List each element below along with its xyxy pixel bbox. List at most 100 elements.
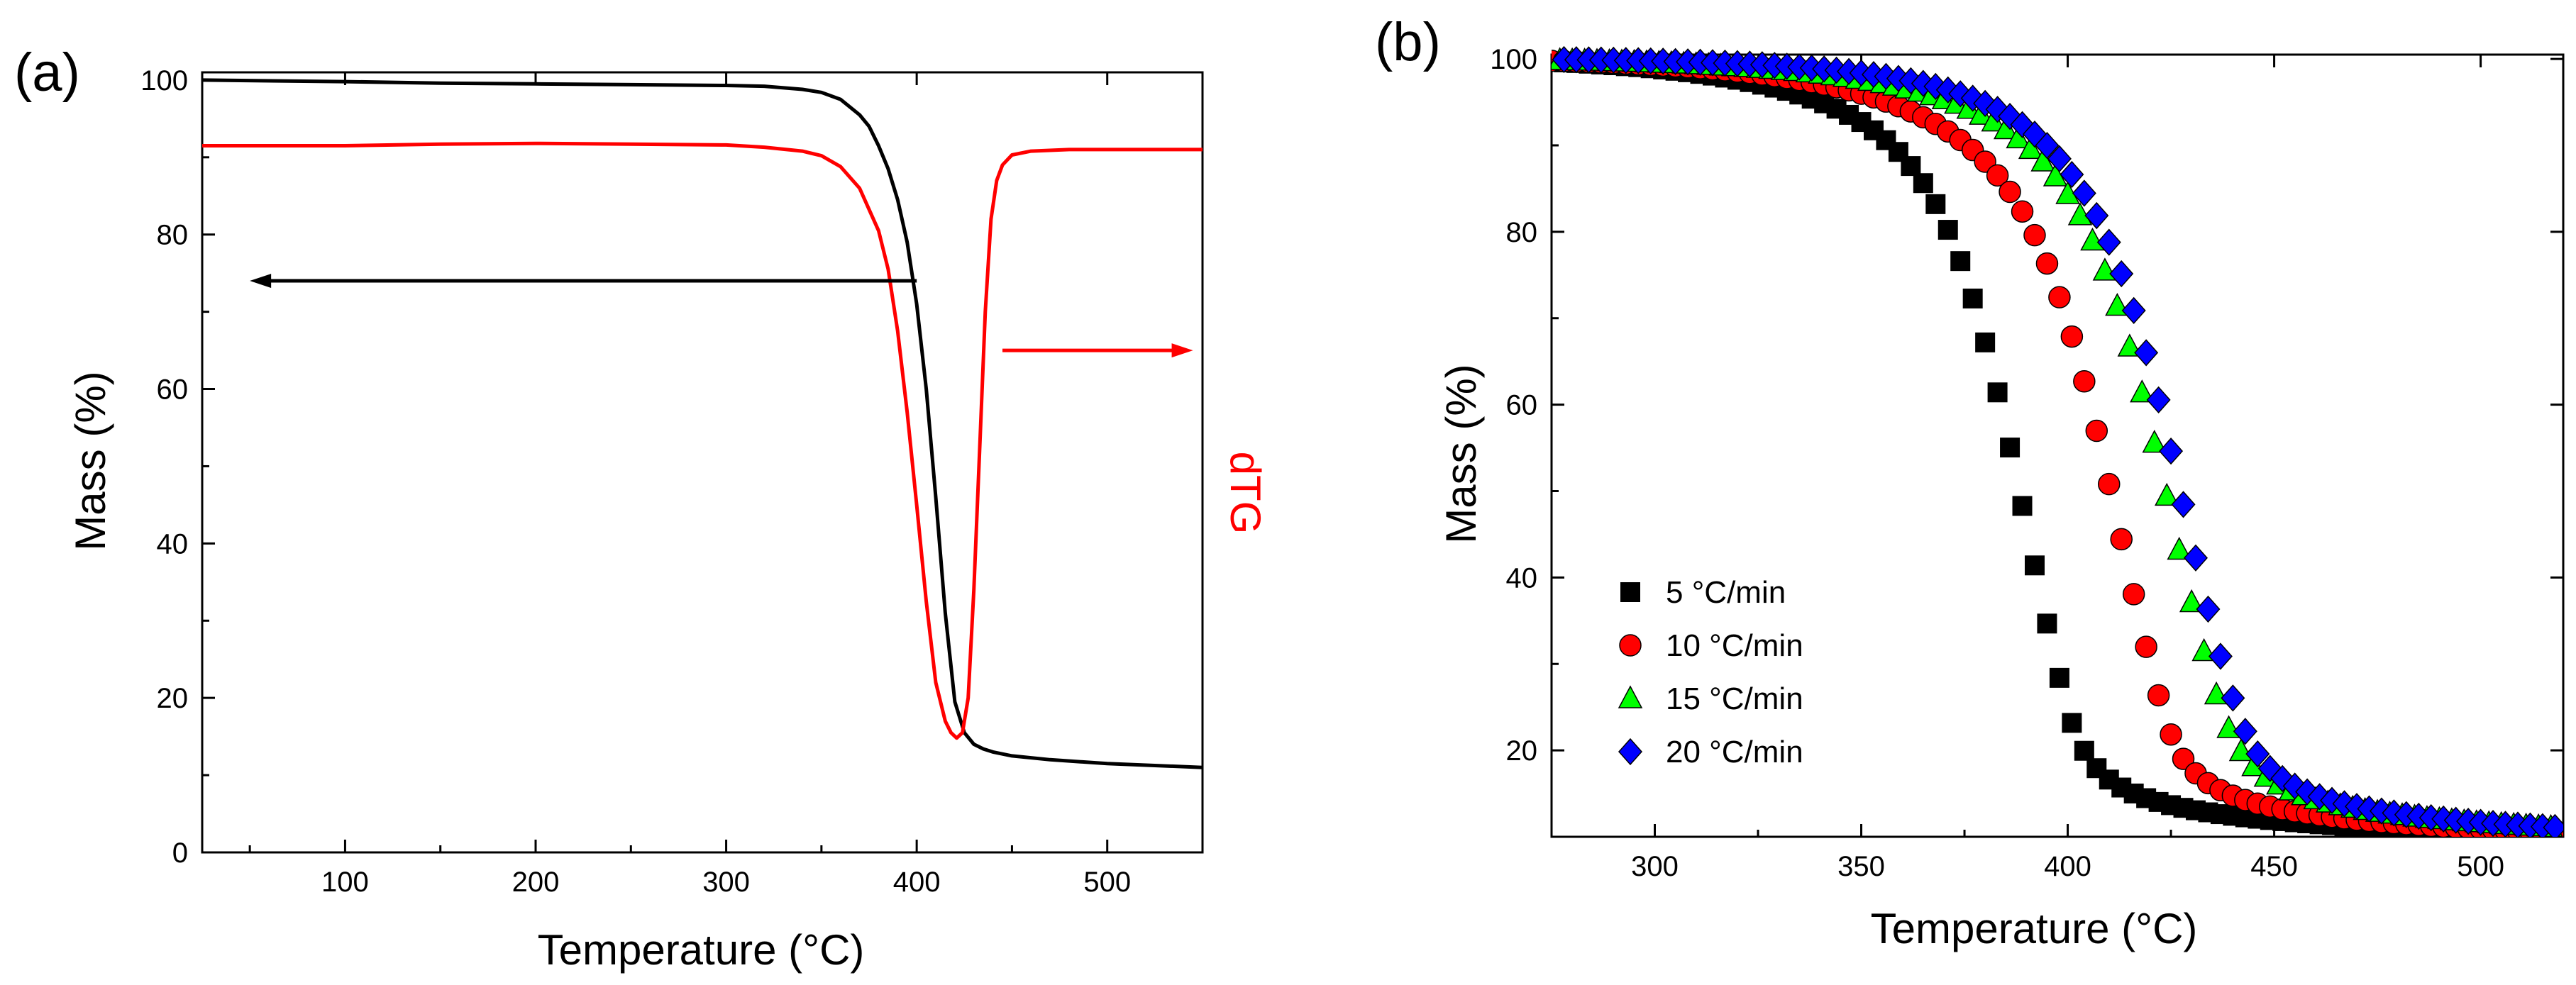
data-point-triangle [2018,135,2043,160]
arrowhead-icon [250,274,272,289]
legend-label: 10 °C/min [1666,628,1803,663]
data-point-triangle [2067,202,2093,226]
data-point-diamond [2245,740,2270,768]
legend-label: 5 °C/min [1666,575,1786,610]
panel-b-y-axis-label: Mass (%) [1437,364,1485,543]
panel-label-b: (b) [1375,12,1441,72]
data-point-circle [1986,164,2009,187]
panel-a-y2-axis-label: dTG [1222,452,1269,535]
data-point-diamond [2109,260,2134,288]
data-point-square [1987,382,2008,403]
data-point-square [1925,194,1946,214]
data-point-diamond [2196,595,2221,623]
data-point-circle [2147,684,2170,707]
panel-a-x-tick-label: 300 [702,867,750,898]
data-point-circle [2011,200,2034,223]
data-point-diamond [2060,160,2084,189]
data-point-square [2012,496,2033,516]
panel-a-x-axis-label: Temperature (°C) [538,926,865,974]
data-point-triangle [2179,589,2204,613]
panel-a-y-tick-label: 20 [157,683,189,714]
data-point-square [2024,555,2045,576]
data-point-triangle [2006,125,2030,149]
data-point-diamond [2146,386,2171,414]
panel-a-x-tick-label: 200 [512,867,560,898]
legend-label: 15 °C/min [1666,681,1803,716]
legend-label: 20 °C/min [1666,735,1803,769]
data-point-circle [2122,583,2145,606]
panel-b-x-axis-label: Temperature (°C) [1871,905,2198,952]
data-point-triangle [2130,379,2155,403]
data-point-diamond [2121,296,2146,325]
panel-a-y-tick-label: 80 [157,220,189,251]
data-point-diamond [2159,438,2184,465]
data-point-diamond [2072,179,2096,207]
data-point-diamond [2208,642,2233,670]
panel-b-x-tick-label: 450 [2250,851,2298,882]
data-point-square [2062,713,2082,733]
data-point-triangle [2154,482,2179,506]
data-point-circle [2085,419,2108,443]
arrowhead-icon [1171,343,1193,358]
data-point-square [1962,288,1983,308]
data-point-diamond [2233,718,2257,745]
panel-b-plot-area: 300 350 400 450 500 20 40 60 80 100 [1490,44,2565,882]
data-point-diamond [2010,111,2035,138]
panel-a-y-tick-label: 40 [157,528,189,560]
panel-b-y-tick-label: 40 [1506,562,1538,594]
panel-a: (a) 100 200 300 400 500 0 20 40 60 80 100 Temperat… [14,43,1269,974]
data-point-circle [2048,286,2071,308]
data-point-triangle [2142,430,2167,453]
data-point-circle [2172,747,2195,770]
data-point-square [2049,667,2069,688]
data-point-square [1950,251,1971,272]
panel-b-x-tick-label: 300 [1631,851,1679,882]
data-point-diamond [2096,228,2121,256]
panel-a-frame [201,71,1204,854]
data-point-triangle [2030,148,2055,172]
data-point-diamond [2084,201,2109,230]
panel-a-y-axis-label: Mass (%) [67,371,114,550]
panel-b-x-tick-label: 500 [2457,851,2504,882]
data-point-diamond [2183,544,2208,572]
data-point-triangle [2117,333,2143,357]
panel-a-y-tick-label: 100 [140,65,188,96]
panel-b-y-tick-label: 100 [1490,44,1537,75]
panel-b-y-tick-label: 80 [1506,217,1538,248]
data-point-diamond [2221,684,2245,712]
panel-b-y-tick-label: 20 [1506,735,1538,767]
data-point-triangle [2080,227,2105,251]
legend-marker-diamond [1618,738,1643,766]
mass-line [201,78,1203,769]
data-point-diamond [2035,131,2060,160]
data-point-circle [1999,180,2021,204]
data-point-square [2074,740,2094,761]
data-point-circle [2160,723,2182,746]
data-point-square [1901,156,1921,177]
data-point-diamond [1998,103,2023,130]
panel-b: (b) 300 350 400 450 500 20 40 60 80 100 Temperatu… [1375,12,2565,952]
panel-a-x-tick-label: 100 [321,867,369,898]
data-point-circle [2110,528,2133,551]
data-point-square [2000,438,2021,458]
data-point-triangle [2167,536,2191,560]
data-point-circle [2023,223,2046,247]
dtg-line [202,141,1203,740]
panel-a-x-tick-label: 400 [893,867,941,898]
legend-marker-square [1620,582,1640,602]
panel-a-plot-area: 100 200 300 400 500 0 20 40 60 80 100 [140,65,1204,898]
data-point-circle [2073,369,2096,393]
data-point-square [1937,220,1958,240]
panel-b-markers [1552,45,2563,837]
data-point-circle [2098,472,2121,496]
data-point-diamond [2047,145,2072,172]
data-point-circle [2035,252,2059,275]
panel-a-x-tick-label: 500 [1083,867,1131,898]
data-point-diamond [2134,339,2159,367]
legend-marker-circle [1619,634,1642,657]
panel-b-frame [1550,53,2565,838]
panel-a-y-tick-label: 0 [172,837,188,869]
panel-b-y-tick-label: 60 [1506,390,1538,421]
data-point-circle [2060,325,2084,348]
